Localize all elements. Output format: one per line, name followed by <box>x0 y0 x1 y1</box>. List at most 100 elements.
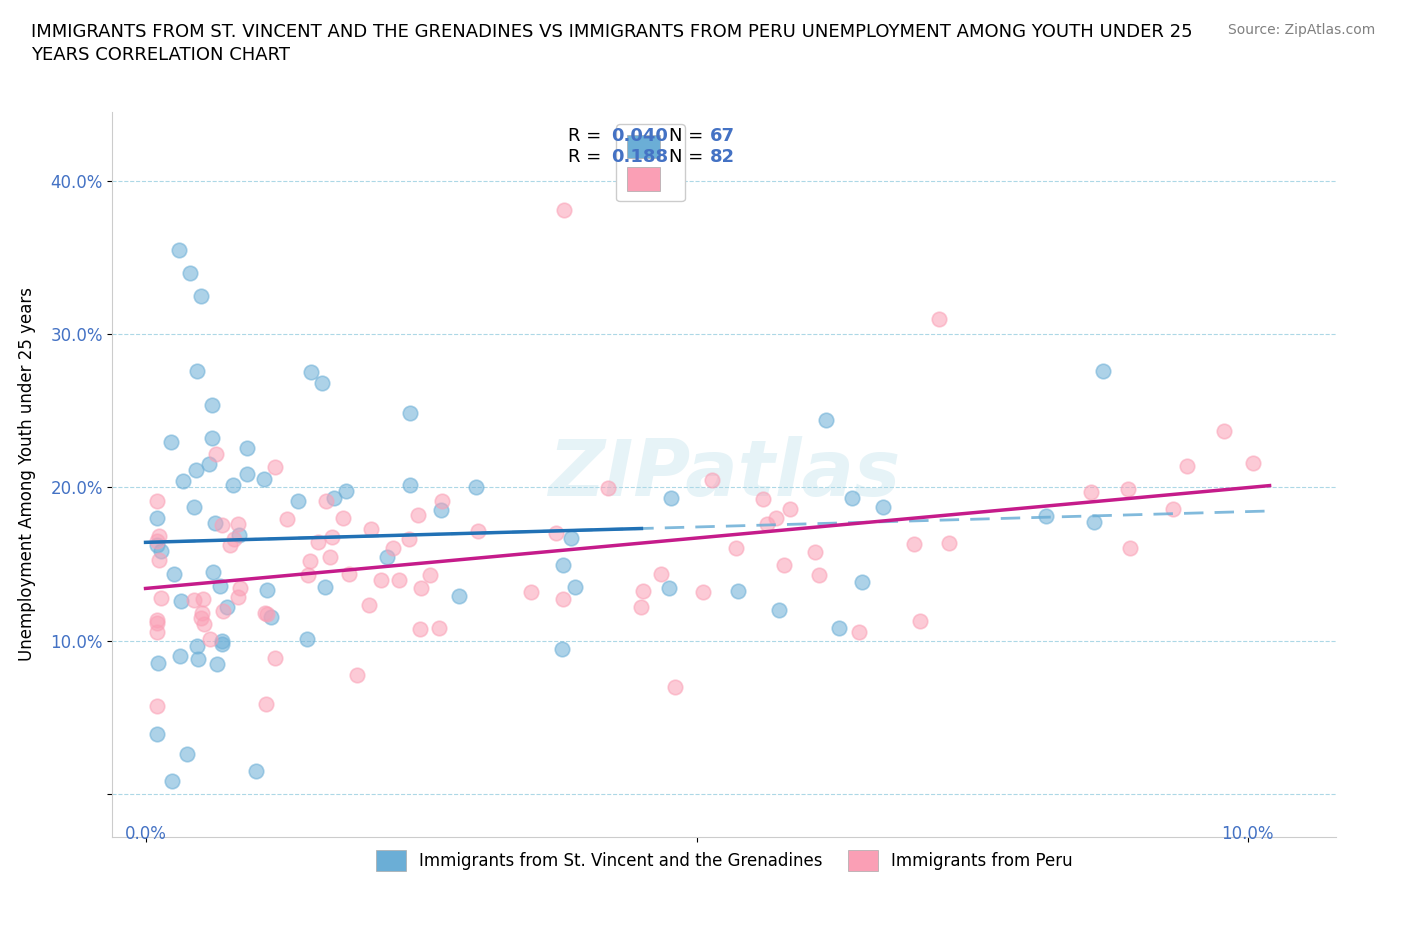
Point <box>1175 458 1198 473</box>
Point <box>205 657 228 671</box>
Point <box>190 611 212 626</box>
Point <box>1119 540 1142 555</box>
Point <box>427 620 450 635</box>
Point <box>184 463 207 478</box>
Point <box>191 605 214 620</box>
Point <box>828 621 851 636</box>
Point <box>1080 485 1102 499</box>
Point <box>928 312 950 326</box>
Point <box>235 441 257 456</box>
Point <box>245 764 267 778</box>
Point <box>630 600 652 615</box>
Point <box>148 528 170 543</box>
Point <box>229 581 252 596</box>
Point <box>408 621 430 636</box>
Point <box>186 638 208 653</box>
Point <box>208 578 231 593</box>
Point <box>318 549 340 564</box>
Point <box>841 491 863 506</box>
Point <box>159 434 181 449</box>
Text: ZIPatlas: ZIPatlas <box>548 436 900 512</box>
Point <box>299 365 322 379</box>
Point <box>360 521 382 536</box>
Point <box>256 606 278 621</box>
Point <box>449 588 471 603</box>
Point <box>815 413 838 428</box>
Point <box>553 557 575 572</box>
Point <box>228 528 250 543</box>
Point <box>1212 424 1234 439</box>
Point <box>252 472 274 486</box>
Point <box>146 655 169 670</box>
Point <box>211 518 233 533</box>
Point <box>145 613 167 628</box>
Text: 67: 67 <box>710 126 734 144</box>
Point <box>631 583 654 598</box>
Point <box>550 642 572 657</box>
Point <box>398 405 420 420</box>
Point <box>217 599 239 614</box>
Point <box>872 499 894 514</box>
Point <box>337 567 360 582</box>
Point <box>398 532 420 547</box>
Point <box>256 582 278 597</box>
Point <box>419 568 441 583</box>
Point <box>183 500 205 515</box>
Point <box>406 507 429 522</box>
Point <box>903 537 925 551</box>
Point <box>804 544 827 559</box>
Point <box>779 501 801 516</box>
Point <box>808 567 831 582</box>
Point <box>1241 456 1264 471</box>
Text: 82: 82 <box>710 148 734 166</box>
Point <box>546 525 568 540</box>
Point <box>430 494 453 509</box>
Point <box>659 490 682 505</box>
Point <box>179 265 201 280</box>
Point <box>314 579 336 594</box>
Point <box>297 567 319 582</box>
Point <box>1035 509 1057 524</box>
Point <box>211 636 233 651</box>
Point <box>560 530 582 545</box>
Point <box>186 363 208 378</box>
Text: N =: N = <box>669 148 709 166</box>
Point <box>938 536 960 551</box>
Point <box>193 617 215 631</box>
Point <box>848 624 870 639</box>
Point <box>226 590 249 604</box>
Text: 0.040: 0.040 <box>612 126 668 144</box>
Point <box>145 511 167 525</box>
Point <box>346 668 368 683</box>
Point <box>183 593 205 608</box>
Point <box>370 573 392 588</box>
Point <box>851 575 873 590</box>
Point <box>145 616 167 631</box>
Text: R =: R = <box>568 126 606 144</box>
Point <box>260 610 283 625</box>
Point <box>765 511 787 525</box>
Point <box>520 585 543 600</box>
Point <box>1161 501 1184 516</box>
Point <box>295 632 318 647</box>
Point <box>148 552 170 567</box>
Point <box>465 480 488 495</box>
Point <box>264 459 287 474</box>
Point <box>553 203 575 218</box>
Text: 10.0%: 10.0% <box>1222 825 1274 843</box>
Point <box>219 538 242 552</box>
Point <box>700 472 723 487</box>
Point <box>198 631 221 646</box>
Text: N =: N = <box>669 126 709 144</box>
Point <box>172 473 194 488</box>
Point <box>150 544 173 559</box>
Point <box>752 491 775 506</box>
Legend: Immigrants from St. Vincent and the Grenadines, Immigrants from Peru: Immigrants from St. Vincent and the Gren… <box>367 842 1081 880</box>
Point <box>264 651 287 666</box>
Point <box>664 679 686 694</box>
Point <box>321 530 343 545</box>
Point <box>727 584 749 599</box>
Point <box>596 481 619 496</box>
Text: R =: R = <box>568 148 606 166</box>
Point <box>160 773 183 788</box>
